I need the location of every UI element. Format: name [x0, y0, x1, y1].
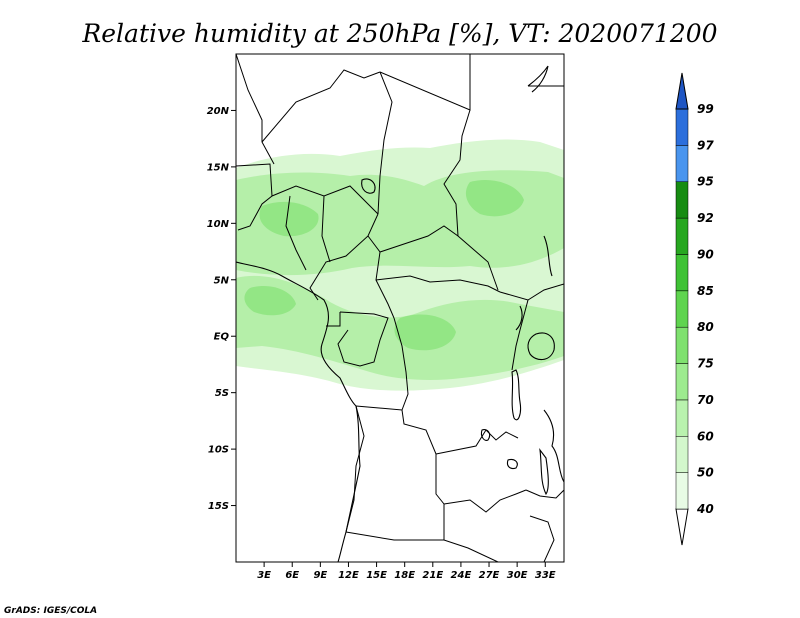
humidity-field [236, 139, 564, 391]
lon-tick-label: 15E [366, 570, 387, 581]
lon-tick-label: 6E [285, 570, 299, 581]
lat-tick-label: 5S [215, 388, 229, 399]
lat-tick-label: 15N [207, 162, 230, 173]
border-line [511, 299, 529, 371]
border-line [309, 213, 379, 301]
grads-credit: GrADS: IGES/COLA [4, 606, 97, 616]
country-borders [236, 54, 564, 562]
longitude-axis: 3E 6E 9E 12E 15E 18E 21E 24E 27E 30E 33E [257, 562, 556, 581]
colorbar-segment [675, 436, 689, 473]
lake-albert [515, 305, 523, 331]
lake-victoria [527, 332, 555, 361]
colorbar-label: 40 [696, 502, 714, 516]
colorbar-segment [675, 363, 689, 401]
humidity-patch-4 [244, 285, 296, 316]
colorbar-segment [675, 108, 689, 146]
lon-tick-label: 9E [313, 570, 327, 581]
colorbar-legend: 40 50 60 70 75 80 85 90 92 95 97 99 [675, 72, 714, 546]
colorbar-segment [675, 217, 689, 255]
colorbar-label: 75 [697, 357, 714, 371]
map-panel [235, 53, 565, 563]
lake-turkana [543, 235, 553, 277]
lat-tick-label: 5N [214, 275, 230, 286]
lon-tick-label: 3E [257, 570, 271, 581]
colorbar-segment [675, 145, 689, 182]
lake-mweru [480, 429, 491, 441]
border-line [435, 429, 519, 455]
colorbar-label: 80 [697, 320, 714, 334]
lon-tick-label: 21E [422, 570, 443, 581]
colorbar-label: 60 [697, 429, 714, 443]
border-line [261, 69, 381, 143]
latitude-axis: 20N 15N 10N 5N EQ 5S 10S 15S [207, 106, 236, 512]
lon-tick-label: 12E [338, 570, 359, 581]
border-line [443, 489, 527, 513]
colorbar-label: 50 [697, 466, 714, 480]
colorbar-label: 99 [697, 102, 714, 116]
lake-chad [361, 178, 376, 194]
lon-tick-label: 33E [535, 570, 556, 581]
colorbar-label: 97 [697, 138, 714, 152]
lake-tanganyika [511, 369, 522, 421]
border-line [355, 317, 409, 411]
colorbar-label: 70 [697, 393, 714, 407]
border-line [285, 195, 307, 271]
lat-tick-label: 20N [207, 106, 230, 117]
border-line [525, 489, 564, 499]
lon-tick-label: 27E [479, 570, 500, 581]
border-line [326, 312, 341, 327]
lake-malawi [539, 448, 549, 496]
border-line [443, 109, 499, 291]
coastlines [236, 65, 564, 562]
border-line [379, 225, 459, 253]
border-line [236, 163, 273, 231]
colorbar-segment [675, 472, 689, 510]
colorbar-segment [675, 181, 689, 219]
coastline-west-africa [236, 261, 361, 562]
border-line [345, 531, 499, 562]
red-sea-coast [527, 65, 549, 93]
colorbar-segment [675, 290, 689, 328]
lake-kariba [506, 458, 518, 470]
border-line [337, 311, 389, 367]
colorbar-label: 90 [697, 247, 714, 261]
colorbar-label: 85 [697, 284, 714, 298]
colorbar-segment [675, 399, 689, 437]
lat-tick-label: EQ [214, 332, 230, 343]
border-line [345, 405, 365, 533]
border-line [236, 54, 275, 165]
lat-tick-label: 10N [207, 219, 230, 230]
colorbar-bottom-extension [675, 508, 689, 546]
lat-tick-label: 10S [208, 445, 229, 456]
border-line [499, 283, 564, 301]
colorbar-top-extension [675, 72, 689, 110]
border-line [377, 71, 393, 215]
lon-tick-label: 30E [507, 570, 528, 581]
colorbar-label: 95 [697, 175, 714, 189]
lat-tick-label: 15S [208, 501, 229, 512]
colorbar-segment [675, 254, 689, 292]
humidity-patch-2 [465, 180, 524, 217]
colorbar-label: 92 [697, 211, 714, 225]
colorbar-segment [675, 326, 689, 364]
lon-tick-label: 18E [394, 570, 415, 581]
border-line [375, 275, 501, 293]
map-frame [235, 53, 565, 563]
lon-tick-label: 24E [451, 570, 472, 581]
east-africa-coast [543, 409, 564, 483]
humidity-patch-3 [394, 314, 456, 351]
chart-title: Relative humidity at 250hPa [%], VT: 202… [81, 19, 717, 48]
border-line [529, 515, 555, 562]
humidity-patch-1 [259, 201, 319, 237]
border-line [321, 195, 331, 263]
